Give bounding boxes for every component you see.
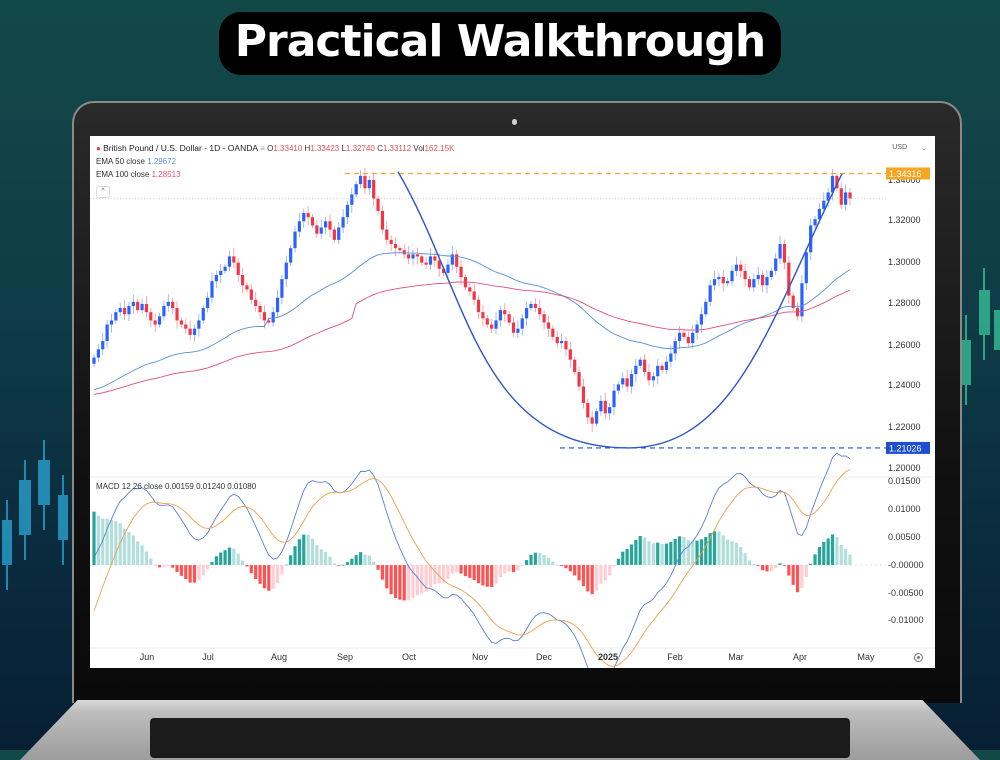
ohlc-high-label: H <box>304 144 311 153</box>
time-axis-label: Sep <box>337 652 353 662</box>
symbol-title[interactable]: British Pound / U.S. Dollar - 1D - OANDA <box>103 143 259 153</box>
ema100-line[interactable] <box>93 281 851 395</box>
time-axis-label: Mar <box>728 652 744 662</box>
price-axis-label: 1.24000 <box>888 380 921 390</box>
time-axis-label: Jul <box>202 652 214 662</box>
chart-legend: ● British Pound / U.S. Dollar - 1D - OAN… <box>96 143 455 179</box>
price-tag-label: 1.34316 <box>889 169 922 179</box>
ohlc-open: 1.33410 <box>273 144 303 153</box>
macd-line-value: 0.01240 <box>196 482 226 491</box>
macd-axis-label: -0.00500 <box>888 588 924 598</box>
collapse-legend-button[interactable]: ^ <box>96 186 110 198</box>
signal-line[interactable] <box>93 469 851 667</box>
price-tag <box>886 167 930 180</box>
ohlc-high: 1.33423 <box>310 144 340 153</box>
ema100-legend[interactable]: EMA 100 close 1.28513 <box>96 170 181 179</box>
price-axis-label: 1.26000 <box>888 340 921 350</box>
price-axis-label: 1.32000 <box>888 215 921 225</box>
time-axis-label: Feb <box>667 652 683 662</box>
macd-histogram <box>92 511 852 601</box>
price-axis-label: 1.30000 <box>888 257 921 267</box>
price-axis-label: 1.28000 <box>888 298 921 308</box>
ohlc-low: 1.32740 <box>345 144 375 153</box>
chart-screen: 1.34000 1.32000 1.30000 1.28000 1.26000 1.240… <box>90 136 935 668</box>
time-axis-label: Oct <box>402 652 417 662</box>
macd-hist-value: 0.00159 <box>164 482 194 491</box>
time-axis-label: Jun <box>140 652 155 662</box>
chart-canvas[interactable]: 1.34000 1.32000 1.30000 1.28000 1.26000 1.240… <box>90 136 935 668</box>
webcam <box>512 119 517 125</box>
currency-flag-icon: ● <box>96 144 101 153</box>
price-tag-label: 1.21026 <box>889 443 922 453</box>
macd-axis-label: 0.01500 <box>888 476 921 486</box>
background-candles-left <box>2 440 68 590</box>
macd-axis-label: -0.00000 <box>888 560 924 570</box>
cup-pattern-curve[interactable] <box>397 171 843 449</box>
price-axis-label: 1.20000 <box>888 463 921 473</box>
macd-line[interactable] <box>93 452 851 668</box>
keyboard <box>150 718 850 758</box>
macd-axis-label: -0.01000 <box>888 615 924 625</box>
ema50-legend[interactable]: EMA 50 close 1.29672 <box>96 157 177 166</box>
page-title: Practical Walkthrough <box>218 12 782 75</box>
price-axis-label: 1.34000 <box>888 175 921 185</box>
settings-icon[interactable] <box>914 653 923 662</box>
title-banner: Practical Walkthrough <box>0 12 1000 75</box>
ohlc-low-label: L <box>341 144 346 153</box>
ohlc-close: 1.33112 <box>382 144 412 153</box>
currency-selector[interactable]: USD <box>892 144 907 151</box>
price-tag <box>886 441 930 454</box>
macd-axis-label: 0.00500 <box>888 532 921 542</box>
candlesticks <box>92 167 852 432</box>
macd-axis-label: 0.01000 <box>888 504 921 514</box>
time-axis-label: Apr <box>793 652 807 662</box>
macd-legend[interactable]: MACD 12 26 close 0.00159 0.01240 0.01080 <box>96 482 257 491</box>
time-axis-label: Aug <box>271 652 287 662</box>
time-axis-label: Nov <box>472 652 489 662</box>
volume-value: 162.15K <box>424 144 455 153</box>
price-axis-label: 1.22000 <box>888 422 921 432</box>
time-axis-label: Dec <box>536 652 553 662</box>
time-axis-label: May <box>857 652 875 662</box>
chevron-down-icon[interactable]: ⌄ <box>921 145 927 152</box>
ema50-line[interactable] <box>93 252 851 391</box>
macd-signal-value: 0.01080 <box>227 482 257 491</box>
ohlc-close-label: C <box>377 144 383 153</box>
background-candles-right <box>962 268 1000 405</box>
ohlc-open-label: O <box>267 144 274 153</box>
volume-label: Vol <box>413 144 425 153</box>
time-axis-label: 2025 <box>598 652 618 662</box>
